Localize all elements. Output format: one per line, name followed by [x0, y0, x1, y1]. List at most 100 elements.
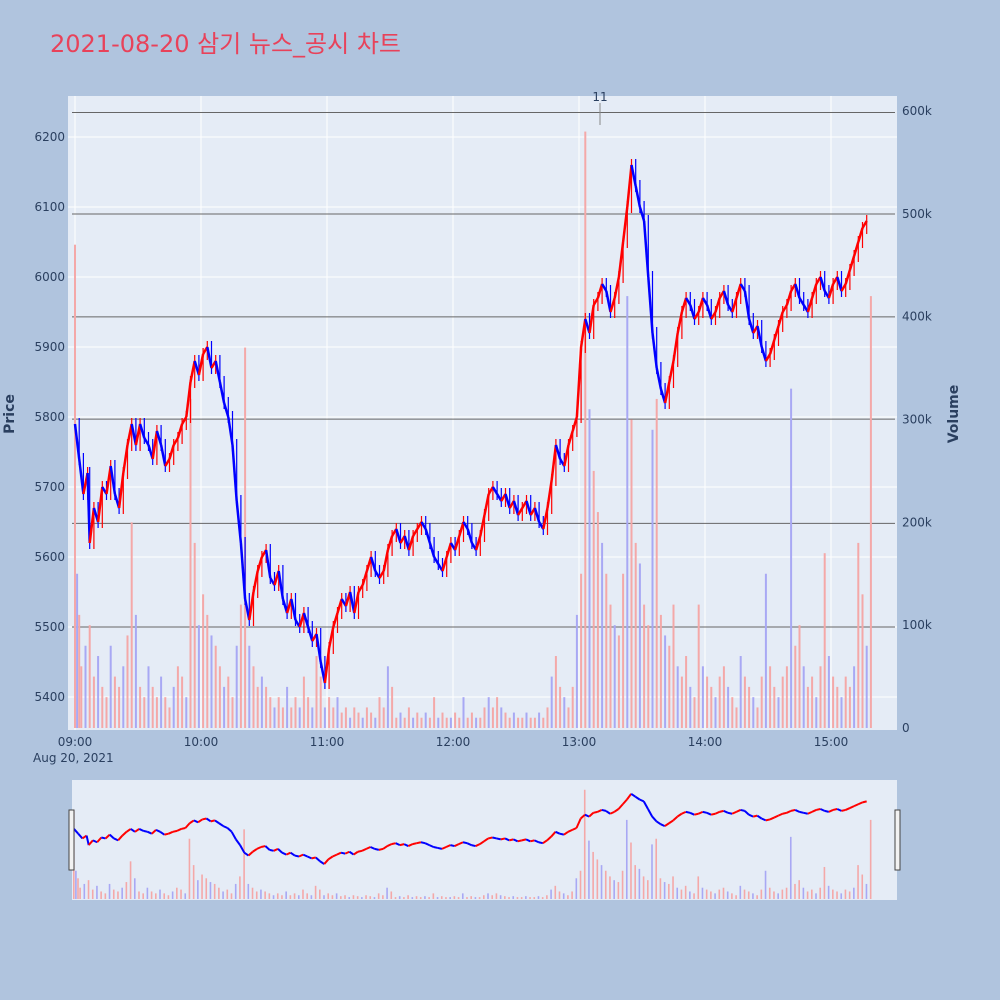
price-segment — [634, 185, 642, 208]
volume-bar — [113, 676, 116, 728]
mini-volume-bar — [546, 895, 548, 899]
mini-price-segment — [832, 808, 838, 811]
volume-bar — [517, 717, 520, 728]
volume-bar — [298, 707, 301, 728]
price-segment — [462, 521, 469, 530]
time-tick-label: 11:00 — [310, 735, 345, 749]
volume-bars — [74, 131, 872, 729]
volume-bar — [853, 666, 856, 728]
mini-volume-bar — [773, 891, 775, 899]
volume-bar — [760, 676, 763, 728]
price-segment — [248, 591, 255, 621]
mini-price-segment — [639, 798, 645, 803]
price-segment — [819, 276, 826, 292]
volume-bar — [731, 697, 734, 728]
price-segment — [554, 444, 562, 460]
mini-volume-bar — [373, 897, 376, 899]
mini-price-segment — [588, 812, 595, 818]
price-segment — [852, 241, 860, 257]
price-segment — [701, 297, 709, 306]
mini-price-segment — [567, 828, 573, 833]
mini-price-segment — [714, 810, 720, 815]
mini-price-segment — [311, 856, 317, 860]
price-segment — [96, 486, 104, 523]
price-segment — [298, 612, 306, 628]
mini-price-segment — [399, 843, 405, 847]
volume-bar — [139, 686, 142, 728]
volume-axis: 0 100k 200k 300k 400k 500k 600k — [902, 104, 932, 735]
price-segment — [185, 381, 192, 418]
mini-price-segment — [202, 817, 207, 821]
volume-bar — [437, 717, 440, 728]
volume-bar — [416, 712, 419, 728]
mini-volume-bar — [508, 897, 510, 899]
volume-bar — [218, 666, 221, 728]
volume-bar — [584, 131, 587, 729]
volume-bar — [588, 409, 591, 728]
price-segment — [655, 367, 663, 390]
mini-price-segment — [841, 808, 846, 812]
price-segment — [621, 206, 629, 243]
mini-volume-bar — [827, 885, 830, 899]
volume-bar — [546, 707, 549, 728]
volume-bar — [769, 666, 772, 728]
mini-price-segment — [660, 823, 666, 828]
mini-price-segment — [189, 819, 195, 825]
mini-volume-bar — [382, 895, 384, 899]
mini-price-segment — [580, 813, 586, 820]
mini-price-segment — [109, 833, 115, 840]
price-segment — [601, 283, 608, 292]
price-segment — [668, 360, 675, 383]
volume-bar — [714, 697, 717, 728]
volume-bar — [861, 594, 864, 728]
mini-price-segment — [681, 810, 687, 815]
mini-price-segment — [164, 832, 169, 836]
mini-price-segment — [214, 819, 220, 825]
mini-volume-bar — [718, 889, 721, 899]
price-segment — [626, 164, 633, 208]
mini-volume-bar — [369, 896, 372, 899]
price-tick-label: 5700 — [34, 480, 65, 494]
mini-price-segment — [622, 798, 628, 805]
mini-volume-bar — [634, 865, 636, 899]
price-segment — [424, 528, 432, 544]
mini-price-segment — [575, 818, 582, 829]
volume-bar — [214, 645, 217, 728]
volume-bar — [651, 429, 654, 728]
price-segment — [504, 493, 511, 509]
mini-price-segment — [323, 858, 330, 865]
mini-price-segment — [702, 810, 708, 814]
mini-price-segment — [361, 847, 367, 852]
mini-price-segment — [172, 829, 178, 833]
price-segment — [403, 535, 411, 551]
mini-price-segment — [601, 808, 607, 812]
mini-price-segment — [655, 820, 662, 826]
range-slider-right-handle[interactable] — [894, 809, 901, 871]
mini-price-segment — [445, 844, 451, 848]
mini-price-segment — [121, 831, 128, 837]
mini-volume-bar — [117, 891, 119, 899]
volume-bar — [462, 697, 465, 728]
volume-bar — [395, 717, 398, 728]
mini-volume-bar — [436, 897, 439, 899]
mini-price-segment — [509, 838, 514, 842]
volume-bar — [122, 666, 125, 728]
mini-volume-bar — [541, 897, 544, 899]
volume-bar — [790, 388, 793, 728]
mini-volume-bar — [365, 895, 367, 899]
price-segment — [697, 297, 705, 313]
price-segment — [277, 570, 285, 600]
mini-price-segment — [319, 860, 325, 865]
mini-volume-bar — [314, 885, 317, 899]
mini-volume-bar — [731, 893, 733, 899]
mini-price-segment — [676, 812, 683, 818]
range-slider-left-handle[interactable] — [68, 809, 75, 871]
price-segment — [756, 325, 763, 348]
range-slider-volume — [73, 789, 872, 899]
volume-bar — [525, 712, 528, 728]
mini-volume-bar — [726, 891, 729, 899]
mini-volume-bar — [655, 838, 658, 899]
mini-price-segment — [138, 828, 144, 832]
mini-volume-bar — [340, 896, 342, 899]
mini-volume-bar — [478, 897, 481, 899]
